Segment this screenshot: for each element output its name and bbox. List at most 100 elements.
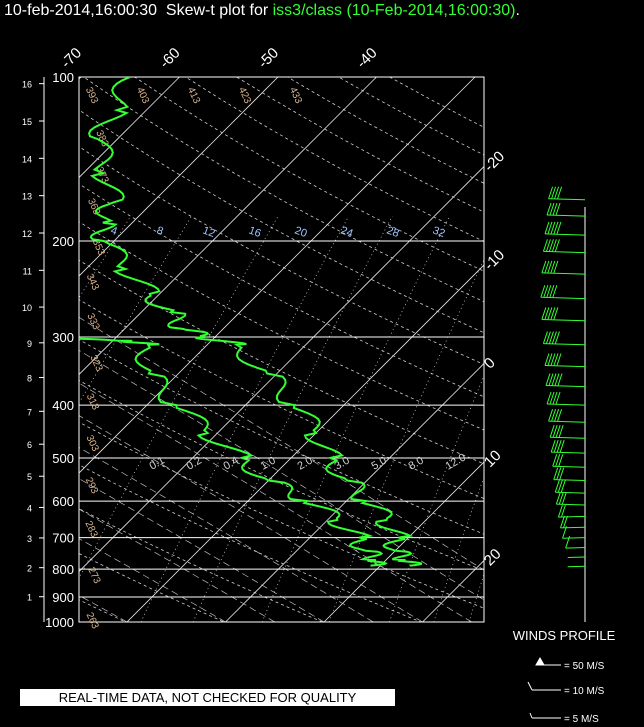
isotherm-line: [79, 165, 484, 573]
wind-barb-feather: [541, 260, 547, 274]
quality-note: REAL-TIME DATA, NOT CHECKED FOR QUALITY: [20, 689, 395, 706]
wind-barb-feather: [548, 409, 554, 422]
isotherm-line: [79, 77, 279, 277]
dry-adiabat-label: 403: [134, 86, 151, 106]
wind-barb: [560, 526, 586, 529]
wind-barb: [565, 547, 586, 549]
wind-barb-feather: [554, 186, 560, 199]
wind-barb-feather: [556, 221, 562, 235]
moist-adiabat-line: [79, 349, 484, 601]
mixing-ratio-line: [433, 476, 484, 622]
wind-barb-feather: [560, 480, 566, 493]
wind-barb: [555, 491, 586, 494]
wind-barb-feather: [544, 353, 550, 366]
wind-barb: [541, 272, 586, 275]
dry-adiabat-label: 293: [83, 476, 100, 496]
mixing-ratio-line: [0, 216, 74, 622]
wind-barb: [551, 451, 586, 454]
isotherm-line: [79, 77, 377, 376]
wind-legend-label: = 10 M/S: [564, 686, 605, 697]
height-tick-label: 4: [27, 503, 32, 513]
wind-barb-feather: [552, 425, 558, 438]
dry-adiabat-line: [79, 379, 484, 572]
wind-legend-label: = 50 M/S: [564, 661, 605, 672]
sounding-profiles: [79, 77, 423, 567]
wind-barb-feather: [557, 373, 563, 386]
wind-barb-feather: [541, 307, 547, 320]
pressure-tick-label: 700: [52, 531, 74, 546]
wind-barb-feather: [554, 373, 560, 386]
title-trailing: .: [515, 2, 520, 19]
dry-adiabat-label: 333: [84, 312, 101, 332]
wind-barb-feather: [552, 454, 558, 467]
wind-barb-feather: [548, 373, 554, 386]
winds-profile-title: WINDS PROFILE: [513, 628, 616, 643]
wind-barb-feather: [550, 221, 556, 235]
moist-adiabat-line: [0, 241, 29, 622]
wind-barb-feather: [546, 391, 552, 405]
dewpoint-profile-line: [79, 337, 388, 567]
isotherm-line: [620, 77, 644, 622]
title-station-time: (10-Feb-2014,16:00:30): [346, 2, 516, 19]
isotherm-line: [422, 559, 484, 622]
wind-barb: [567, 556, 586, 559]
top-temperature-label: -50: [255, 44, 282, 71]
wind-barb: [550, 436, 586, 439]
height-tick-label: 9: [27, 339, 32, 349]
mixing-ratio-line: [389, 375, 484, 622]
wind-barb-feather: [553, 440, 559, 453]
wind-barb-feather: [557, 504, 563, 518]
moist-adiabat-line: [79, 478, 325, 622]
right-temperature-label: -10: [481, 246, 508, 273]
right-temperature-label: 0: [481, 354, 499, 372]
wind-barb-feather: [557, 409, 563, 422]
wind-barb: [543, 343, 586, 346]
mixing-ratio-label: 0.1: [148, 455, 167, 473]
wind-barb-feather: [551, 409, 557, 422]
height-tick-label: 8: [27, 374, 32, 384]
isotherm-line: [521, 77, 644, 622]
wind-barb-feather: [552, 391, 558, 405]
mixing-ratio-label: 20: [293, 225, 309, 240]
chart-title: 10-feb-2014,16:00:30 Skew-t plot for iss…: [4, 2, 520, 20]
height-tick-label: 11: [23, 266, 32, 276]
pressure-tick-label: 400: [52, 398, 74, 413]
title-plot-label: Skew-t plot for: [165, 2, 269, 19]
height-tick-label: 7: [27, 407, 32, 417]
wind-barb: [545, 385, 586, 388]
wind-barb-feather: [542, 239, 548, 252]
height-tick-label: 5: [27, 472, 32, 482]
wind-barb-feather: [547, 307, 553, 320]
pressure-tick-label: 1000: [45, 615, 74, 630]
dry-adiabat-line: [79, 464, 423, 622]
dry-adiabat-line: [79, 421, 484, 609]
dry-adiabat-label: 423: [236, 86, 253, 106]
axes: 1002003004005006007008009001000123456789…: [22, 44, 508, 630]
wind-barb-feather: [555, 202, 561, 216]
wind-barb: [558, 515, 586, 518]
wind-barb-feather: [559, 440, 565, 453]
pressure-tick-label: 800: [52, 562, 74, 577]
dry-adiabat-label: 313: [84, 392, 101, 412]
wind-profile: [540, 186, 586, 622]
dry-adiabat-label: 343: [84, 272, 101, 292]
wind-barb-feather: [557, 480, 563, 493]
right-temperature-label: -20: [481, 148, 508, 175]
height-tick-label: 12: [22, 229, 32, 239]
height-tick-label: 14: [22, 154, 32, 164]
wind-barb-feather: [554, 239, 560, 252]
isotherm-line: [79, 77, 180, 179]
title-date: 10-feb-2014,16:00:30: [4, 2, 158, 19]
wind-barb: [548, 198, 586, 201]
wind-barb-feather: [562, 515, 568, 529]
wind-barb-feather: [558, 425, 564, 438]
wind-barb-feather: [551, 373, 557, 386]
mixing-ratio-label: 2.0: [296, 455, 315, 473]
wind-barb-feather: [550, 353, 556, 366]
pressure-tick-label: 100: [52, 70, 74, 85]
mixing-ratio-line: [79, 215, 279, 580]
wind-barb-feather: [558, 454, 564, 467]
moist-adiabat-line: [79, 508, 275, 622]
mixing-ratio-label: 0.2: [185, 455, 204, 473]
wind-barb: [567, 565, 586, 568]
